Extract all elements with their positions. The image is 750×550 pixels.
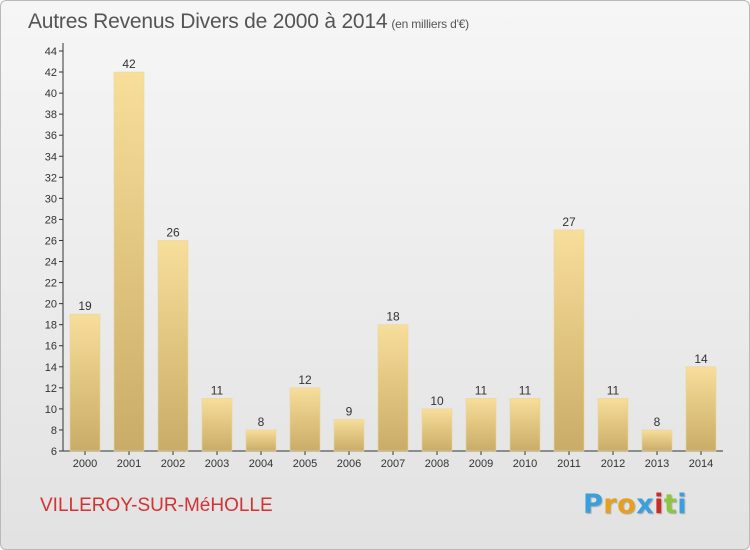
- y-tick-label: 16: [45, 341, 57, 353]
- bar: [509, 398, 541, 452]
- bar-value-label: 14: [694, 352, 708, 366]
- bar: [685, 366, 717, 452]
- bar: [553, 229, 585, 452]
- x-tick-label: 2000: [73, 458, 97, 470]
- bar: [113, 71, 145, 452]
- y-tick-label: 26: [45, 235, 57, 247]
- bar-value-label: 8: [258, 415, 265, 429]
- y-tick-label: 20: [45, 299, 57, 311]
- x-axis: 2000 2001 2002 2003 2004 2005 2006 2007 2008 2009…: [63, 450, 723, 470]
- bar-value-label: 11: [211, 383, 224, 397]
- x-tick-label: 2009: [469, 458, 493, 470]
- x-tick-label: 2010: [513, 458, 537, 470]
- x-tick-label: 2014: [689, 458, 713, 470]
- y-tick-label: 10: [45, 404, 57, 416]
- bar: [421, 408, 453, 452]
- x-tick-label: 2013: [645, 458, 669, 470]
- x-tick-label: 2006: [337, 458, 361, 470]
- y-tick-label: 42: [45, 67, 57, 79]
- logo-letter: x: [636, 489, 655, 520]
- bar-value-label: 27: [562, 215, 576, 229]
- bar: [201, 398, 233, 452]
- bar: [245, 429, 277, 452]
- y-tick-label: 32: [45, 172, 57, 184]
- bar-value-label: 26: [166, 225, 180, 239]
- bar-value-label: 42: [122, 57, 136, 71]
- x-tick-label: 2008: [425, 458, 449, 470]
- y-tick-label: 34: [45, 151, 57, 163]
- bar-value-label: 9: [346, 404, 353, 418]
- bar: [289, 387, 321, 452]
- bar: [157, 240, 189, 452]
- y-tick-label: 30: [45, 193, 57, 205]
- y-tick-label: 40: [45, 88, 57, 100]
- bar: [69, 313, 101, 452]
- x-tick-label: 2003: [205, 458, 229, 470]
- bar: [465, 398, 497, 452]
- x-tick-label: 2004: [249, 458, 273, 470]
- bar: [641, 429, 673, 452]
- bar-value-label: 19: [78, 299, 92, 313]
- chart-unit: (en milliers d'€): [391, 17, 469, 31]
- x-tick-label: 2002: [161, 458, 185, 470]
- y-tick-label: 22: [45, 278, 57, 290]
- bar: [333, 419, 365, 452]
- logo-letter: o: [617, 489, 637, 520]
- town-name: VILLEROY-SUR-MéHOLLE: [40, 495, 273, 516]
- y-tick-label: 28: [45, 214, 57, 226]
- y-tick-label: 18: [45, 320, 57, 332]
- y-tick-label: 44: [45, 46, 57, 58]
- y-tick-label: 12: [45, 383, 57, 395]
- bar-value-label: 12: [298, 373, 312, 387]
- x-tick-label: 2005: [293, 458, 317, 470]
- y-tick-label: 38: [45, 109, 57, 121]
- chart-title-text: Autres Revenus Divers de 2000 à 2014: [28, 10, 388, 33]
- bar-value-label: 8: [654, 415, 661, 429]
- y-tick-label: 36: [45, 130, 57, 142]
- y-axis: 6 8 10 12 14 16 18 20 22 24 26 28 30 32 34 36 38 40 42 44: [45, 43, 64, 458]
- proxiti-logo[interactable]: Proxiti: [583, 489, 687, 520]
- bar: [597, 398, 629, 452]
- bar-value-label: 10: [430, 394, 444, 408]
- chart-title: Autres Revenus Divers de 2000 à 2014 (en …: [28, 10, 469, 34]
- logo-letter: P: [583, 489, 604, 520]
- y-tick-label: 8: [51, 425, 57, 437]
- bar-value-label: 11: [519, 383, 532, 397]
- logo-letter: i: [654, 489, 664, 520]
- x-tick-label: 2012: [601, 458, 625, 470]
- bar: [377, 324, 409, 452]
- y-tick-label: 24: [45, 257, 57, 269]
- logo-letter: r: [603, 489, 618, 520]
- bar-value-label: 11: [607, 383, 620, 397]
- x-tick-label: 2007: [381, 458, 405, 470]
- logo-letter: i: [677, 489, 688, 520]
- bar-value-label: 11: [475, 383, 488, 397]
- x-tick-label: 2001: [117, 458, 141, 470]
- x-tick-label: 2011: [557, 458, 581, 470]
- y-tick-label: 6: [51, 446, 57, 458]
- bar-value-label: 18: [386, 310, 400, 324]
- bars: 19 42 26 11 8 12 9 18 10 11 11 27 11 8 14: [69, 57, 717, 452]
- logo-letter: t: [663, 489, 678, 520]
- y-tick-label: 14: [45, 362, 57, 374]
